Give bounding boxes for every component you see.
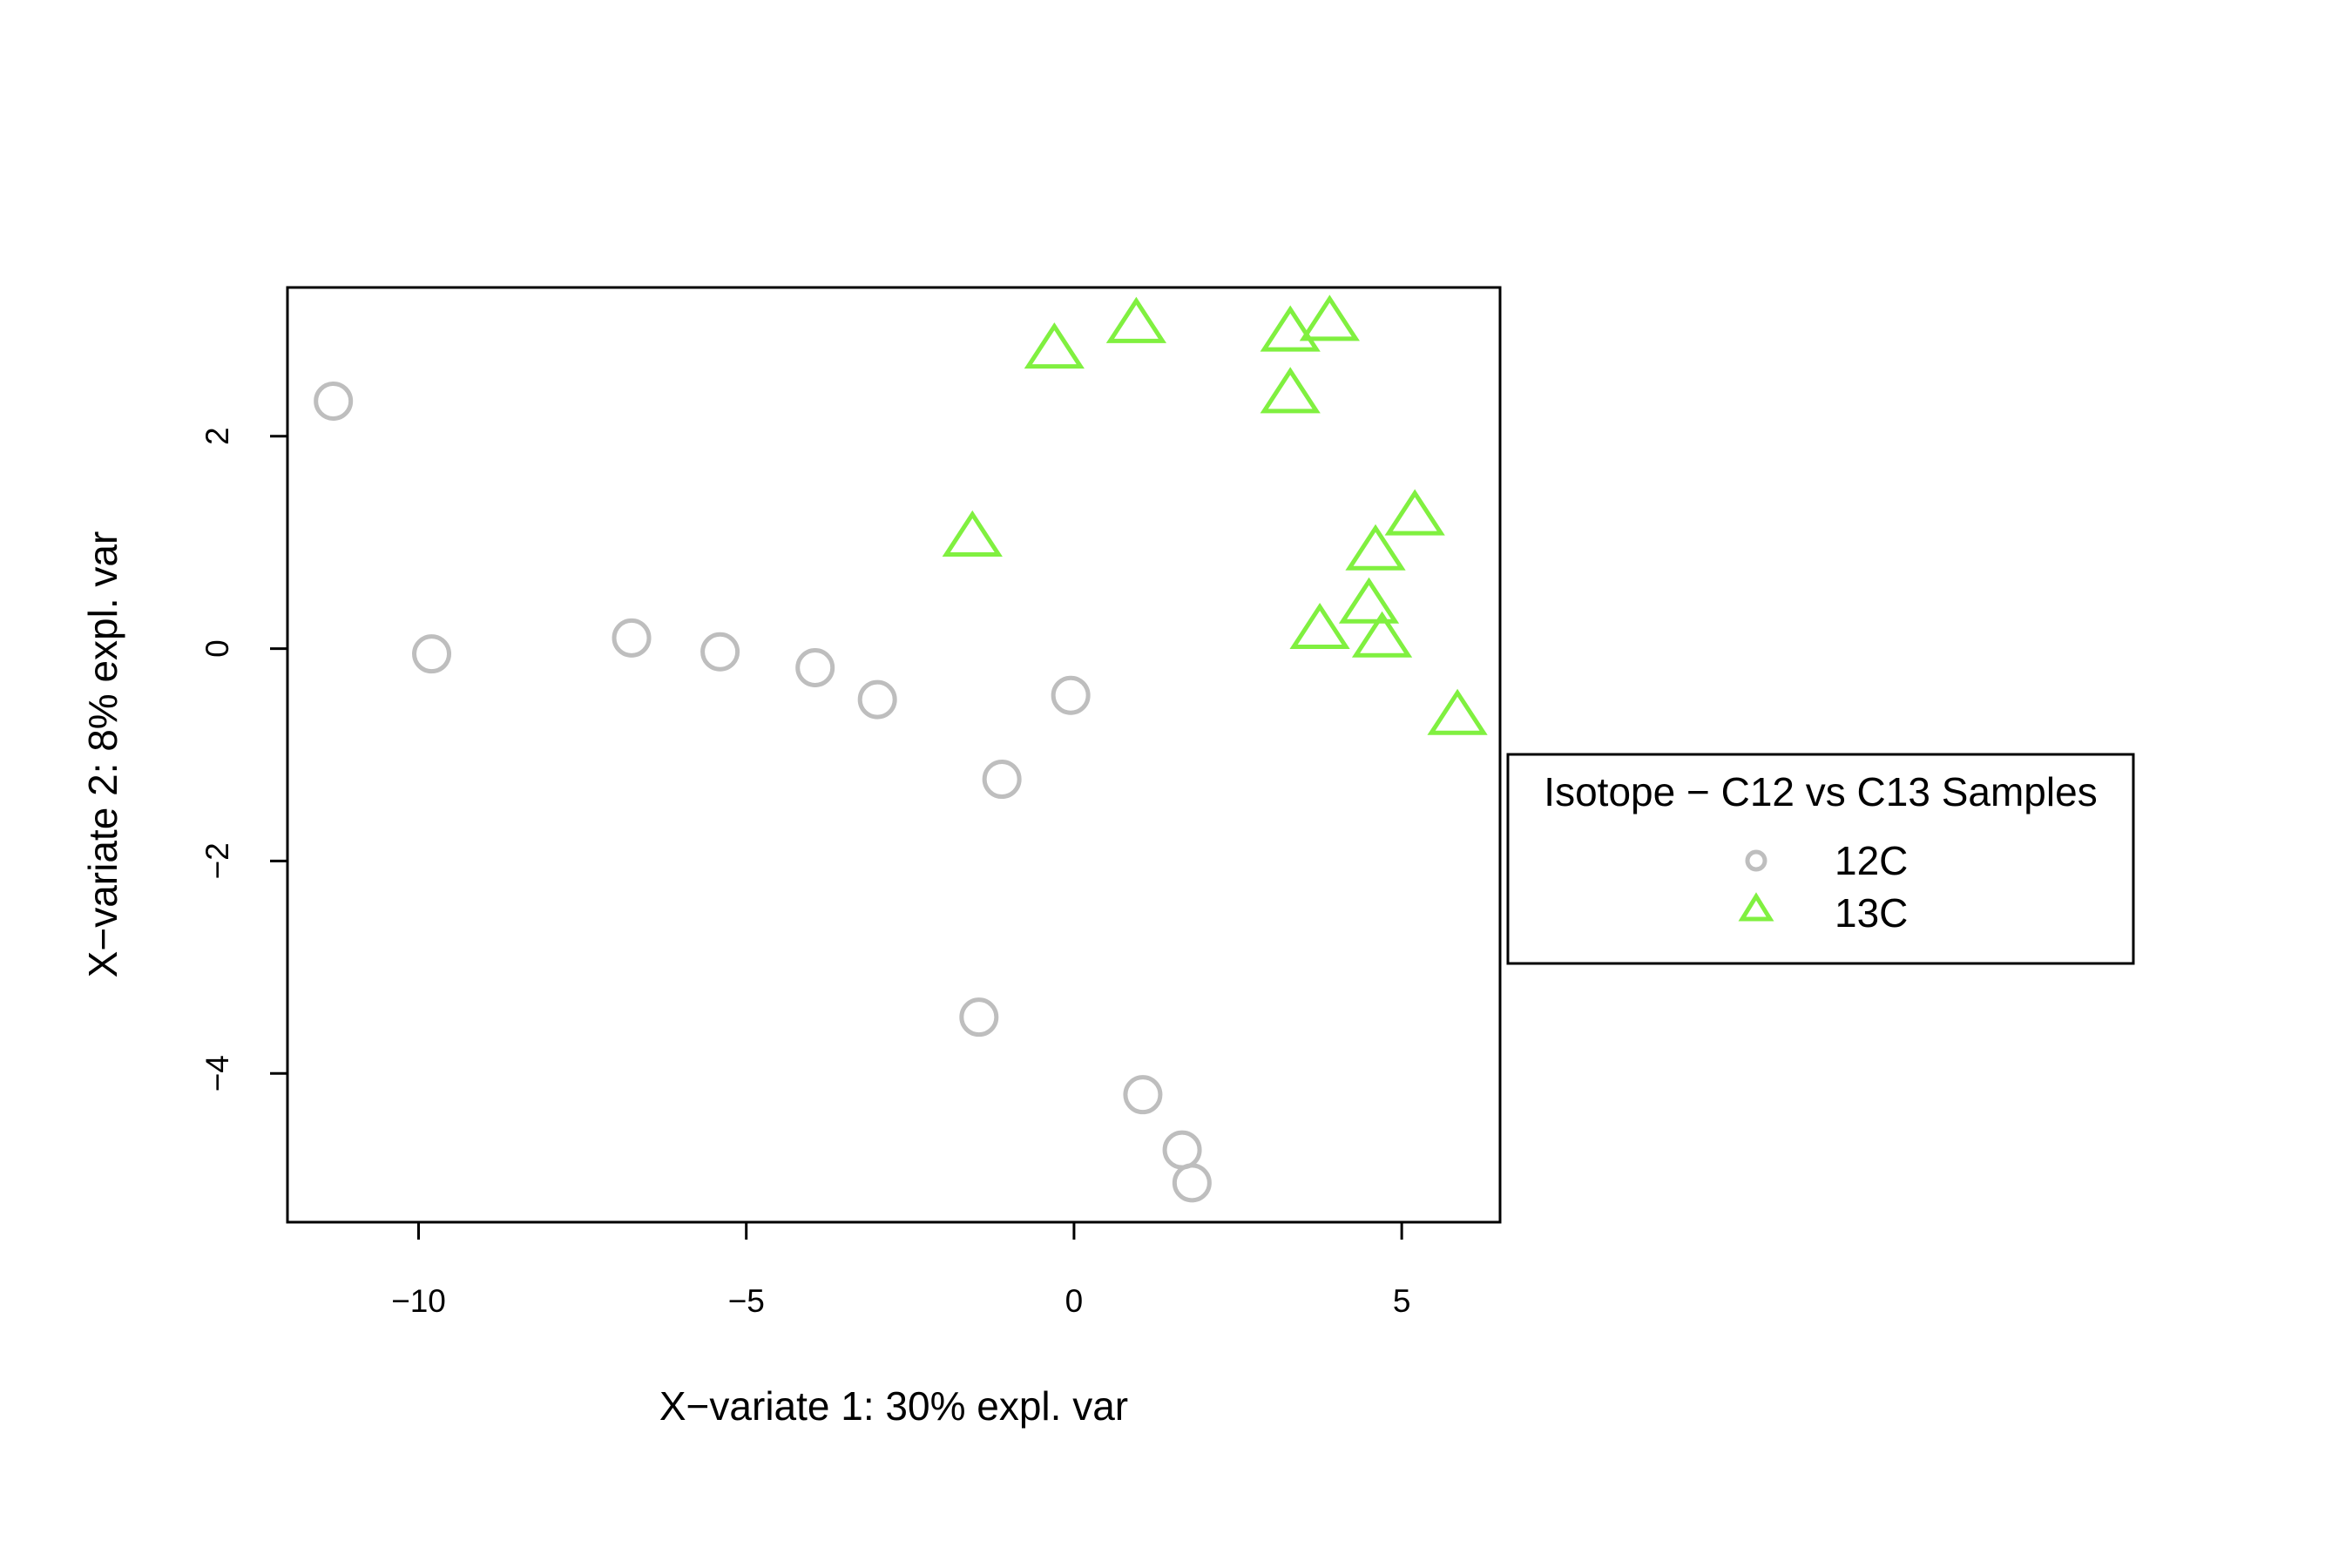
legend-label-13c: 13C xyxy=(1835,890,1908,936)
point-13c xyxy=(1338,577,1400,624)
point-12c xyxy=(412,634,452,674)
point-12c xyxy=(1051,675,1091,715)
legend-marker-12c xyxy=(1745,849,1767,872)
point-13c xyxy=(942,510,1003,557)
point-13c xyxy=(1351,611,1413,658)
point-12c xyxy=(795,648,835,688)
legend-label-12c: 12C xyxy=(1835,838,1908,883)
x-tick-label: 0 xyxy=(1065,1283,1084,1319)
point-13c xyxy=(1289,602,1350,650)
point-12c xyxy=(700,632,740,672)
y-tick-label: 2 xyxy=(199,427,235,445)
point-13c xyxy=(1024,322,1085,369)
point-13c xyxy=(1427,688,1488,735)
point-12c xyxy=(612,618,652,658)
y-tick-label: −2 xyxy=(199,842,235,879)
y-axis-title: X−variate 2: 8% expl. var xyxy=(80,531,125,978)
x-axis: −10 −5 0 5 xyxy=(391,1220,1411,1319)
y-tick-label: −4 xyxy=(199,1055,235,1092)
point-13c xyxy=(1345,524,1406,571)
point-13c xyxy=(1105,296,1167,343)
legend: Isotope − C12 vs C13 Samples 12C 13C xyxy=(1506,753,2135,965)
y-tick-label: 0 xyxy=(199,639,235,658)
x-tick-label: −10 xyxy=(391,1283,446,1319)
y-axis: −4 −2 0 2 xyxy=(199,427,289,1092)
point-12c xyxy=(982,760,1022,800)
point-12c xyxy=(1172,1163,1212,1203)
x-tick-label: 5 xyxy=(1393,1283,1411,1319)
point-13c xyxy=(1260,305,1321,352)
point-12c xyxy=(1162,1130,1202,1170)
legend-box xyxy=(1506,753,2135,965)
data-points xyxy=(314,294,1488,1203)
x-axis-title: X−variate 1: 30% expl. var xyxy=(659,1383,1128,1429)
point-12c xyxy=(857,679,897,720)
x-tick-label: −5 xyxy=(728,1283,765,1319)
point-13c xyxy=(1299,294,1360,341)
point-12c xyxy=(1123,1075,1163,1115)
point-12c xyxy=(314,381,354,421)
legend-title: Isotope − C12 vs C13 Samples xyxy=(1544,769,2097,814)
point-12c xyxy=(959,997,999,1037)
plot-frame xyxy=(286,286,1502,1224)
legend-marker-13c xyxy=(1738,892,1774,922)
point-13c xyxy=(1260,367,1321,414)
point-13c xyxy=(1384,489,1445,536)
